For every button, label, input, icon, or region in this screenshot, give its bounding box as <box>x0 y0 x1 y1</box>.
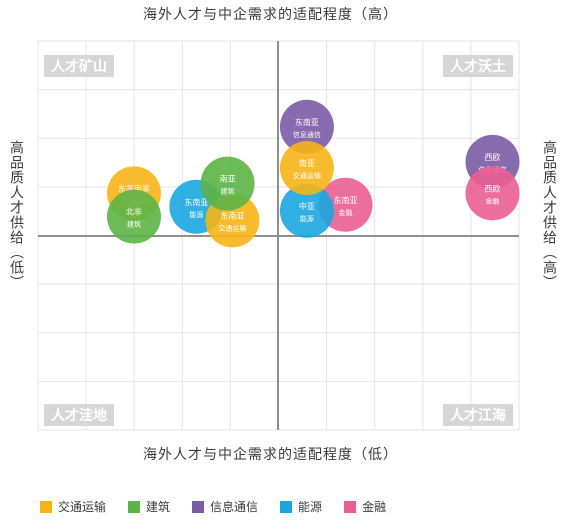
legend-swatch <box>192 500 205 513</box>
quadrant-label-bg <box>44 404 114 426</box>
bubble-region-label: 东南亚 <box>220 210 244 220</box>
bubble-region-label: 中亚 <box>299 201 315 211</box>
bubble-industry-label: 建筑 <box>221 187 235 196</box>
bubble-region-label: 东南亚 <box>295 117 319 127</box>
legend-label: 信息通信 <box>210 500 259 514</box>
bubble-industry-label: 金融 <box>485 196 499 205</box>
bubble-transport <box>279 141 334 196</box>
legend-item: 交通运输 <box>40 498 106 515</box>
legend-label: 交通运输 <box>58 500 107 514</box>
legend-item: 建筑 <box>128 498 170 515</box>
bubble-construction <box>200 156 255 211</box>
quadrant-label-bg <box>443 55 513 77</box>
quadrant-label: 人才洼地 <box>51 407 107 424</box>
legend: 交通运输 建筑 信息通信 能源 金融 <box>40 498 408 515</box>
bubble-region-label: 西欧 <box>484 183 500 193</box>
legend-label: 建筑 <box>146 500 171 514</box>
bubble-region-label: 北非 <box>126 207 142 217</box>
bubble-it <box>279 99 334 154</box>
y-axis-title-left: 高品质人才供给（低） <box>8 140 24 290</box>
bubble-region-label: 东非南非 <box>118 183 150 193</box>
quadrant-label: 人才江海 <box>450 407 506 424</box>
legend-item: 信息通信 <box>192 498 258 515</box>
bubble-region-label: 西欧 <box>484 152 500 162</box>
bubble-finance <box>465 166 520 221</box>
legend-swatch <box>280 500 293 513</box>
bubble-industry-label: 交通运输 <box>218 223 246 232</box>
legend-item: 能源 <box>280 498 322 515</box>
legend-item: 金融 <box>344 498 386 515</box>
x-axis-title-high: 海外人才与中企需求的适配程度（高） <box>143 7 398 23</box>
y-axis-title-right: 高品质人才供给（高） <box>541 140 557 290</box>
legend-swatch <box>40 500 52 513</box>
bubble-industry-label: 能源 <box>189 210 203 219</box>
quadrant-label: 人才矿山 <box>51 58 107 75</box>
legend-label: 能源 <box>298 500 323 514</box>
legend-swatch <box>344 500 357 513</box>
bubble-industry-label: 建筑 <box>127 220 141 229</box>
x-axis-title-low: 海外人才与中企需求的适配程度（低） <box>143 447 398 463</box>
bubble-region-label: 南亚 <box>220 174 236 184</box>
bubble-energy <box>279 183 334 238</box>
legend-label: 金融 <box>362 500 387 514</box>
bubble-industry-label: 金融 <box>338 208 352 217</box>
bubble-industry-label: 信息通信 <box>293 130 321 139</box>
quadrant-label-bg <box>443 404 513 426</box>
bubble-region-label: 南亚 <box>299 158 315 168</box>
bubble-construction <box>107 189 161 244</box>
legend-swatch <box>128 500 141 513</box>
quadrant-label-bg <box>44 55 114 77</box>
quadrant-label: 人才沃土 <box>450 58 506 75</box>
bubble-region-label: 东南亚 <box>333 195 357 205</box>
bubble-industry-label: 交通运输 <box>293 171 321 180</box>
bubble-region-label: 东南亚 <box>184 197 208 207</box>
bubble-industry-label: 能源 <box>300 214 314 223</box>
